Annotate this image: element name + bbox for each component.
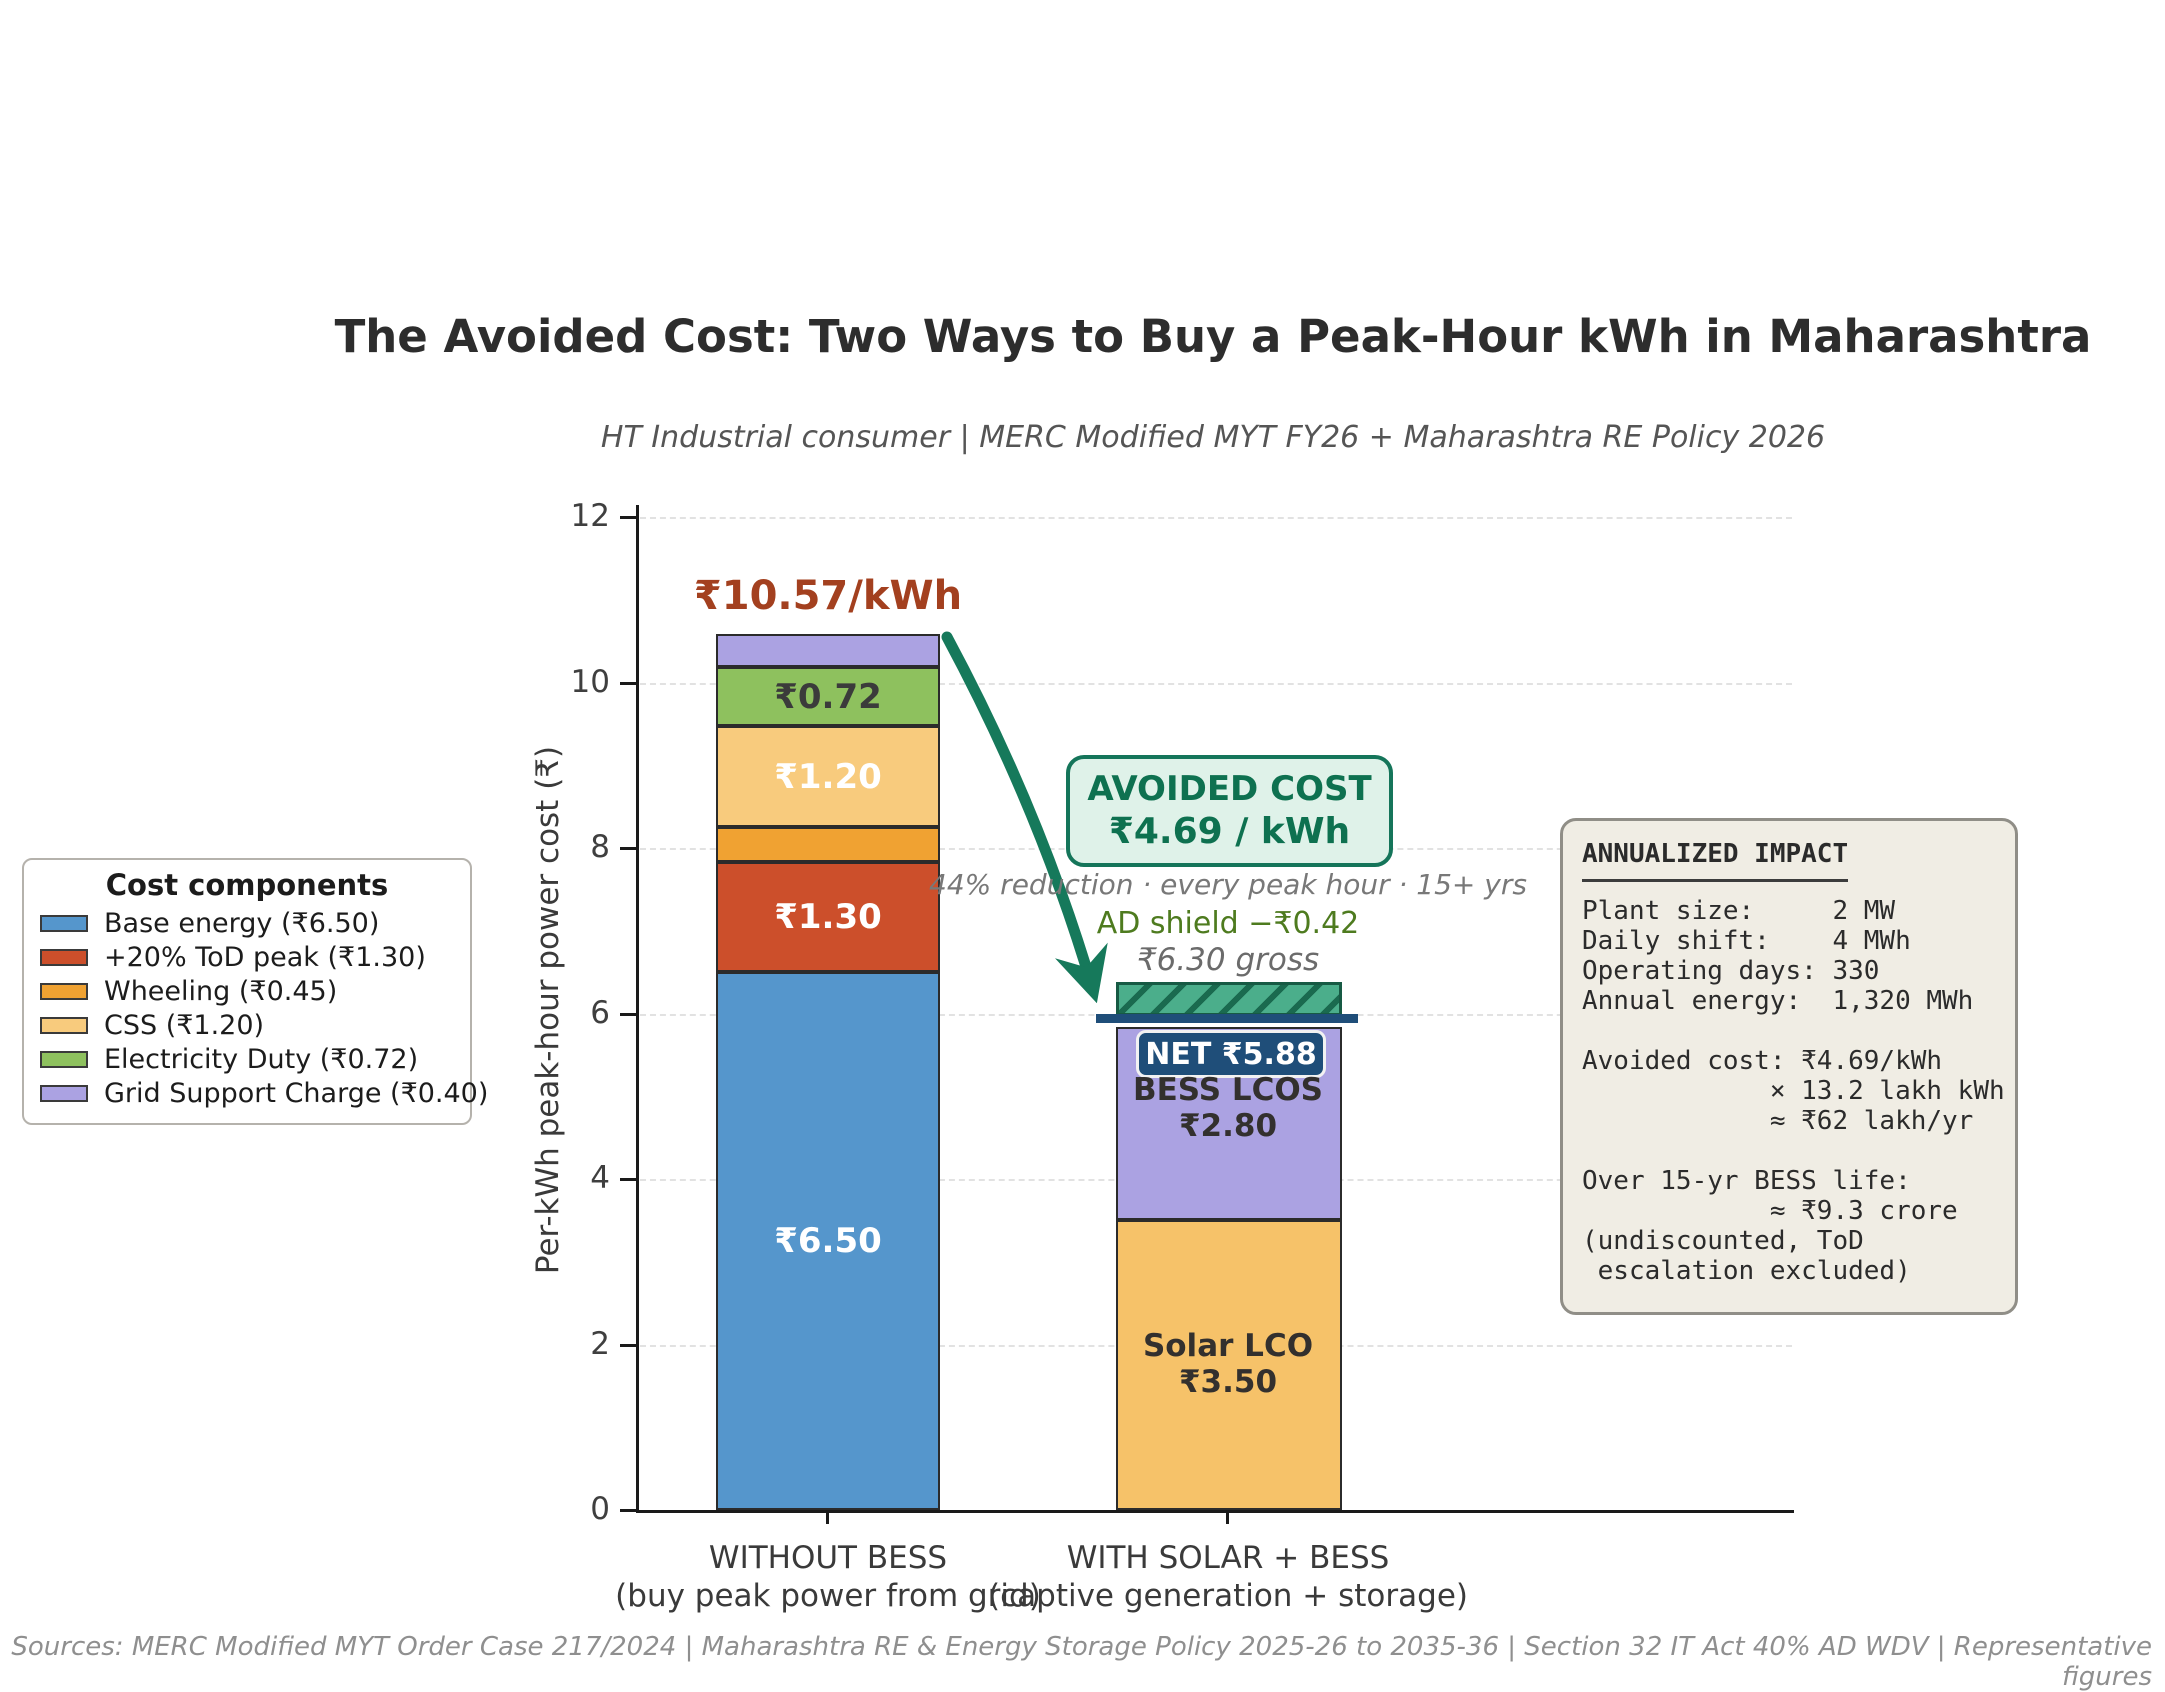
legend-title: Cost components [105,868,389,902]
solar-lco-name: Solar LCO [1142,1328,1314,1364]
avoided-cost-callout: AVOIDED COST ₹4.69 / kWh [1066,755,1393,867]
legend-item-css: CSS (₹1.20) [24,1008,470,1042]
tod-peak-swatch-icon [40,948,88,966]
legend-item-base-energy: Base energy (₹6.50) [24,906,470,940]
y-tick-4 [620,1178,637,1181]
bar-segment-electricity-duty: ₹0.72 [716,667,940,726]
ad-shield-hatch-band [1116,982,1342,1016]
y-tick-label-8: 8 [590,829,610,865]
legend-item-grid-support-charge: Grid Support Charge (₹0.40) [24,1076,488,1110]
segment-value: ₹6.50 [774,1221,882,1261]
x-label-with-solar-bess-sub: (captive generation + storage) [988,1578,1468,1614]
y-tick-label-12: 12 [570,498,610,534]
y-tick-label-2: 2 [590,1326,610,1362]
y-tick-12 [620,516,637,519]
without-bess-total-label: ₹10.57/kWh [693,573,963,619]
segment-value: ₹1.20 [774,756,882,797]
y-tick-2 [620,1344,637,1347]
x-label-without-bess: WITHOUT BESS [708,1540,948,1576]
reduction-note: 44% reduction · every peak hour · 15+ yr… [929,868,1527,901]
gross-cost-label: ₹6.30 gross [1136,942,1320,978]
y-tick-8 [620,847,637,850]
y-axis-line [636,505,639,1513]
sources-footnote: Sources: MERC Modified MYT Order Case 21… [11,1632,2152,1692]
legend-item-label: Wheeling (₹0.45) [104,975,338,1007]
x-label-with-solar-bess: WITH SOLAR + BESS [1066,1540,1390,1576]
legend-item-electricity-duty: Electricity Duty (₹0.72) [24,1042,470,1076]
y-tick-0 [620,1509,637,1512]
x-axis-line [636,1510,1794,1513]
net-cost-line [1096,1014,1358,1023]
y-tick-label-6: 6 [590,995,610,1031]
y-tick-6 [620,1013,637,1016]
bess-lcos-value: ₹2.80 [1178,1108,1278,1144]
bar-segment-base-energy: ₹6.50 [716,972,940,1510]
wheeling-swatch-icon [40,982,88,1000]
bess-lcos-label: BESS LCOS ₹2.80 [1028,1072,1428,1144]
legend-item-label: Base energy (₹6.50) [104,907,380,939]
legend-item-label: CSS (₹1.20) [104,1009,265,1041]
annualized-impact-panel: ANNUALIZED IMPACT Plant size: 2 MW Daily… [1560,818,2018,1315]
avoided-cost-value: ₹4.69 / kWh [1108,811,1351,852]
legend-item-label: Grid Support Charge (₹0.40) [104,1077,489,1109]
page-title: The Avoided Cost: Two Ways to Buy a Peak… [334,310,2092,363]
solar-lco-label: Solar LCO ₹3.50 [1028,1328,1428,1400]
x-tick-without-bess [826,1513,829,1524]
legend-item-wheeling: Wheeling (₹0.45) [24,974,470,1008]
ad-shield-label: AD shield −₹0.42 [1096,906,1360,941]
legend: Cost components Base energy (₹6.50) +20%… [22,858,488,1125]
gridline-10 [640,683,1792,685]
impact-panel-title: ANNUALIZED IMPACT [1582,839,1849,882]
legend-item-label: Electricity Duty (₹0.72) [104,1043,419,1075]
impact-panel-body: Plant size: 2 MW Daily shift: 4 MWh Oper… [1582,896,2005,1286]
x-label-without-bess-sub: (buy peak power from grid) [615,1578,1041,1614]
grid-support-charge-swatch-icon [40,1084,88,1102]
segment-value: ₹1.30 [774,897,882,937]
y-tick-label-0: 0 [590,1491,610,1527]
electricity-duty-swatch-icon [40,1050,88,1068]
segment-value: ₹0.72 [774,676,882,717]
bar-segment-tod-peak: ₹1.30 [716,862,940,972]
legend-item-tod-peak: +20% ToD peak (₹1.30) [24,940,470,974]
chart-subtitle: HT Industrial consumer | MERC Modified M… [600,420,1826,455]
gridline-12 [640,517,1792,519]
base-energy-swatch-icon [40,914,88,932]
bar-segment-css: ₹1.20 [716,726,940,827]
y-tick-label-4: 4 [590,1160,610,1196]
bess-lcos-name: BESS LCOS [1132,1072,1324,1108]
y-tick-10 [620,682,637,685]
net-cost-badge: NET ₹5.88 [1136,1030,1326,1078]
legend-item-label: +20% ToD peak (₹1.30) [104,941,426,973]
bar-segment-grid-support-charge [716,634,940,667]
solar-lco-value: ₹3.50 [1178,1364,1278,1400]
bar-segment-solar-lco [1116,1220,1342,1510]
x-tick-with-solar-bess [1226,1513,1229,1524]
y-tick-label-10: 10 [570,664,610,700]
avoided-cost-title: AVOIDED COST [1087,769,1372,809]
css-swatch-icon [40,1016,88,1034]
bar-segment-wheeling [716,827,940,862]
